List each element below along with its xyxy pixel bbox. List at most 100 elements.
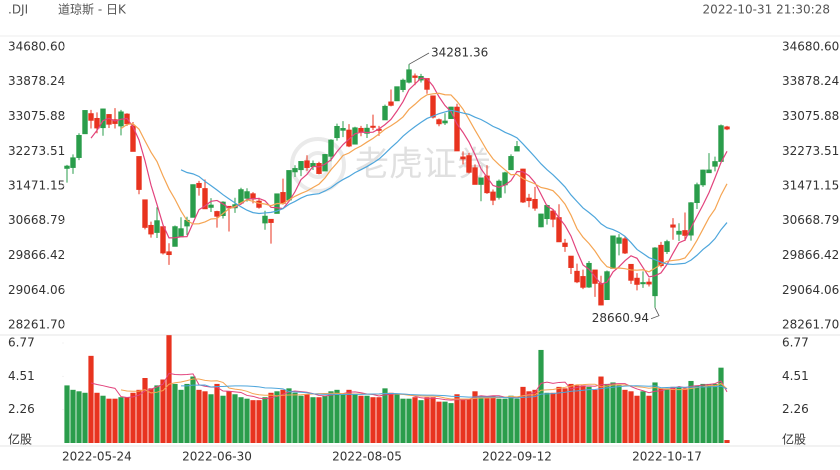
y-tick-label: 29064.06 <box>782 283 839 297</box>
y-tick-label: 29866.42 <box>8 248 65 262</box>
volume-bar <box>124 397 130 443</box>
volume-bar <box>100 395 106 443</box>
candle-body <box>340 128 346 131</box>
volume-bar <box>610 382 616 443</box>
volume-bar <box>682 388 688 443</box>
volume-bar <box>592 389 598 443</box>
volume-bar <box>142 378 148 443</box>
candle-body <box>364 127 370 134</box>
volume-bar <box>250 400 256 443</box>
y-tick-label: 28261.70 <box>782 318 839 332</box>
volume-bar <box>178 389 184 443</box>
candle-body <box>472 167 478 185</box>
volume-bar <box>598 376 604 443</box>
candle-body <box>202 188 208 210</box>
candle-body <box>700 169 706 186</box>
candle-body <box>82 110 88 135</box>
volume-bar <box>550 392 556 443</box>
candle-body <box>652 247 658 297</box>
volume-bar <box>430 397 436 443</box>
volume-bar <box>244 398 250 443</box>
x-tick-label: 2022-08-05 <box>332 450 402 464</box>
volume-bar <box>508 395 514 443</box>
volume-bar <box>454 394 460 443</box>
candle-body <box>640 282 646 285</box>
candle-body <box>214 211 220 217</box>
volume-bar <box>424 397 430 443</box>
candle-body <box>442 120 448 124</box>
volume-bar <box>88 355 94 443</box>
candle-body <box>622 238 628 254</box>
y-tick-label: 33075.88 <box>8 109 65 123</box>
low-annotation: 28660.94 <box>592 311 649 325</box>
volume-bar <box>562 388 568 443</box>
candle-body <box>172 226 178 247</box>
candle-body <box>244 191 250 199</box>
volume-bar <box>160 379 166 443</box>
volume-bar <box>136 389 142 443</box>
candle-body <box>142 199 148 228</box>
volume-bar <box>652 382 658 443</box>
candle-body <box>94 117 100 129</box>
subtitle: 道琼斯 - 日K <box>58 2 127 17</box>
candle-body <box>724 126 730 130</box>
volume-bar <box>574 385 580 443</box>
volume-bar <box>442 401 448 443</box>
moving-average <box>180 109 728 266</box>
y-tick-label: 33075.88 <box>782 109 839 123</box>
volume-bar <box>616 385 622 443</box>
volume-bar <box>586 386 592 443</box>
y-tick-label: 34680.60 <box>8 40 65 54</box>
candle-body <box>628 263 634 281</box>
candle-body <box>532 198 538 209</box>
volume-bar <box>328 391 334 443</box>
volume-bar <box>148 388 154 443</box>
volume-bar <box>70 389 76 443</box>
candle-body <box>574 270 580 283</box>
y-tick-label: 32273.51 <box>782 144 839 158</box>
volume-bar <box>634 395 640 443</box>
candle-body <box>550 210 556 220</box>
volume-bar <box>418 400 424 443</box>
volume-unit: 亿股 <box>8 432 32 447</box>
volume-bar <box>436 401 442 443</box>
candle-body <box>508 156 514 171</box>
volume-bar <box>646 395 652 443</box>
candle-body <box>454 106 460 152</box>
volume-bar <box>118 397 124 443</box>
volume-bar <box>388 392 394 443</box>
volume-unit: 亿股 <box>782 432 806 447</box>
candle-body <box>136 156 142 190</box>
candle-body <box>154 220 160 233</box>
volume-bar <box>658 388 664 443</box>
volume-bar <box>334 389 340 443</box>
volume-bar <box>304 394 310 443</box>
volume-bar <box>208 394 214 443</box>
volume-bar <box>274 391 280 443</box>
candle-body <box>304 160 310 168</box>
volume-bar <box>256 400 262 443</box>
volume-bar <box>670 386 676 443</box>
volume-bar <box>490 395 496 443</box>
candle-body <box>520 168 526 203</box>
candle-body <box>478 177 484 185</box>
candle-body <box>406 69 412 83</box>
candle-body <box>568 255 574 268</box>
candle-body <box>436 119 442 125</box>
candle-body <box>382 105 388 121</box>
volume-bar <box>688 380 694 443</box>
candle-body <box>598 282 604 306</box>
candle-body <box>718 125 724 162</box>
volume-tick-label: 4.51 <box>8 369 35 383</box>
candle-body <box>190 184 196 218</box>
volume-bar <box>292 392 298 443</box>
volume-bar <box>310 397 316 443</box>
candle-body <box>196 182 202 188</box>
volume-bar <box>340 394 346 443</box>
candle-body <box>166 251 172 256</box>
volume-bar <box>280 389 286 443</box>
volume-bar <box>238 397 244 443</box>
volume-bar <box>268 392 274 443</box>
candle-body <box>646 281 652 285</box>
